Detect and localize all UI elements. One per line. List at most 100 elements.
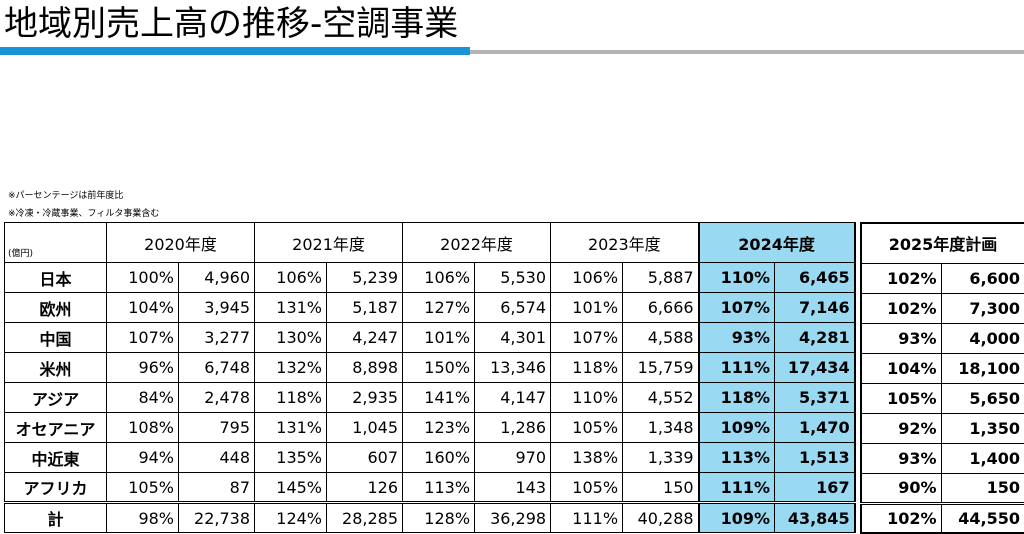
sales-cell: 3,277 (177, 322, 256, 353)
sales-cell: 1,348 (622, 412, 700, 443)
sales-cell: 28,285 (326, 501, 404, 533)
plan-row: 92% 1,350 (860, 412, 1024, 444)
sales-cell: 5,239 (326, 262, 404, 293)
growth-cell: 118% (697, 382, 776, 413)
growth-cell: 101% (402, 322, 476, 353)
plan-table: 2025年度計画 102% 6,600 102% 7,300 93% 4,000 104% 18… (860, 222, 1024, 534)
growth-cell: 113% (402, 472, 476, 503)
title-accent-bar (0, 47, 470, 55)
sales-cell: 43,845 (774, 501, 856, 533)
growth-cell: 131% (254, 292, 328, 323)
table-row: オセアニア 108% 795 131% 1,045 123% 1,286 105% 1,348 1… (4, 412, 856, 443)
table-row: 中近東 94% 448 135% 607 160% 970 138% 1,339 113% 1,51… (4, 442, 856, 473)
sales-cell: 17,434 (774, 352, 856, 383)
region-label: アジア (4, 382, 107, 413)
region-label: 米州 (4, 352, 107, 383)
growth-cell: 111% (697, 472, 776, 503)
plan-growth-cell: 93% (860, 442, 942, 474)
sales-cell: 87 (177, 472, 256, 503)
growth-cell: 94% (106, 442, 179, 473)
growth-cell: 107% (550, 322, 624, 353)
growth-cell: 105% (550, 472, 624, 503)
table-row: 日本 100% 4,960 106% 5,239 106% 5,530 106% 5,887 11… (4, 262, 856, 293)
header-row: (億円) 2020年度 2021年度 2022年度 2023年度 2024年度 (4, 222, 856, 263)
sales-cell: 4,960 (177, 262, 256, 293)
sales-cell: 795 (177, 412, 256, 443)
plan-growth-cell: 93% (860, 322, 942, 354)
sales-cell: 143 (474, 472, 552, 503)
growth-cell: 150% (402, 352, 476, 383)
sales-cell: 13,346 (474, 352, 552, 383)
growth-cell: 123% (402, 412, 476, 443)
plan-row: 105% 5,650 (860, 382, 1024, 414)
region-label: 欧州 (4, 292, 107, 323)
growth-cell: 106% (254, 262, 328, 293)
sales-cell: 7,146 (774, 292, 856, 323)
plan-growth-cell: 102% (860, 501, 942, 534)
table-row: 米州 96% 6,748 132% 8,898 150% 13,346 118% 15,759 1… (4, 352, 856, 383)
growth-cell: 96% (106, 352, 179, 383)
sales-cell: 6,748 (177, 352, 256, 383)
sales-cell: 4,147 (474, 382, 552, 413)
year-header: 2021年度 (254, 222, 404, 263)
growth-cell: 107% (697, 292, 776, 323)
growth-cell: 109% (697, 501, 776, 533)
plan-sales-cell: 4,000 (940, 322, 1024, 354)
plan-sales-cell: 1,400 (940, 442, 1024, 474)
sales-cell: 4,281 (774, 322, 856, 353)
growth-cell: 127% (402, 292, 476, 323)
plan-sales-cell: 44,550 (940, 501, 1024, 534)
note-percentage: ※パーセンテージは前年度比 (8, 191, 124, 201)
sales-cell: 5,530 (474, 262, 552, 293)
plan-row: 102% 44,550 (860, 501, 1024, 534)
region-label: 計 (4, 501, 107, 533)
year-header: 2024年度 (697, 222, 856, 263)
sales-cell: 150 (622, 472, 700, 503)
sales-cell: 22,738 (177, 501, 256, 533)
growth-cell: 101% (550, 292, 624, 323)
plan-growth-cell: 105% (860, 382, 942, 414)
sales-cell: 126 (326, 472, 404, 503)
growth-cell: 106% (550, 262, 624, 293)
sales-cell: 1,470 (774, 412, 856, 443)
plan-growth-cell: 102% (860, 262, 942, 294)
region-label: アフリカ (4, 472, 107, 503)
plan-row: 93% 4,000 (860, 322, 1024, 354)
sales-cell: 2,478 (177, 382, 256, 413)
growth-cell: 118% (254, 382, 328, 413)
table-row: アジア 84% 2,478 118% 2,935 141% 4,147 110% 4,552 11… (4, 382, 856, 413)
sales-cell: 4,588 (622, 322, 700, 353)
plan-sales-cell: 7,300 (940, 292, 1024, 324)
year-header: 2022年度 (402, 222, 552, 263)
plan-sales-cell: 1,350 (940, 412, 1024, 444)
sales-cell: 15,759 (622, 352, 700, 383)
region-label: 中近東 (4, 442, 107, 473)
table-row: 中国 107% 3,277 130% 4,247 101% 4,301 107% 4,588 93… (4, 322, 856, 353)
growth-cell: 111% (550, 501, 624, 533)
plan-sales-cell: 18,100 (940, 352, 1024, 384)
plan-row: 102% 6,600 (860, 262, 1024, 294)
growth-cell: 124% (254, 501, 328, 533)
plan-row: 104% 18,100 (860, 352, 1024, 384)
growth-cell: 128% (402, 501, 476, 533)
growth-cell: 113% (697, 442, 776, 473)
page-title: 地域別売上高の推移-空調事業 (4, 4, 459, 44)
growth-cell: 141% (402, 382, 476, 413)
growth-cell: 105% (550, 412, 624, 443)
sales-cell: 4,552 (622, 382, 700, 413)
plan-sales-cell: 6,600 (940, 262, 1024, 294)
table-row: 計 98% 22,738 124% 28,285 128% 36,298 111% 40,288… (4, 501, 856, 533)
table-row: 欧州 104% 3,945 131% 5,187 127% 6,574 101% 6,666 10… (4, 292, 856, 323)
year-header: 2020年度 (105, 222, 256, 263)
plan-growth-cell: 104% (860, 352, 942, 384)
region-label: 中国 (4, 322, 107, 353)
growth-cell: 107% (106, 322, 179, 353)
sales-cell: 36,298 (474, 501, 552, 533)
plan-row: 90% 150 (860, 472, 1024, 504)
growth-cell: 111% (697, 352, 776, 383)
growth-cell: 118% (550, 352, 624, 383)
growth-cell: 110% (550, 382, 624, 413)
sales-cell: 1,286 (474, 412, 552, 443)
growth-cell: 84% (106, 382, 179, 413)
growth-cell: 135% (254, 442, 328, 473)
